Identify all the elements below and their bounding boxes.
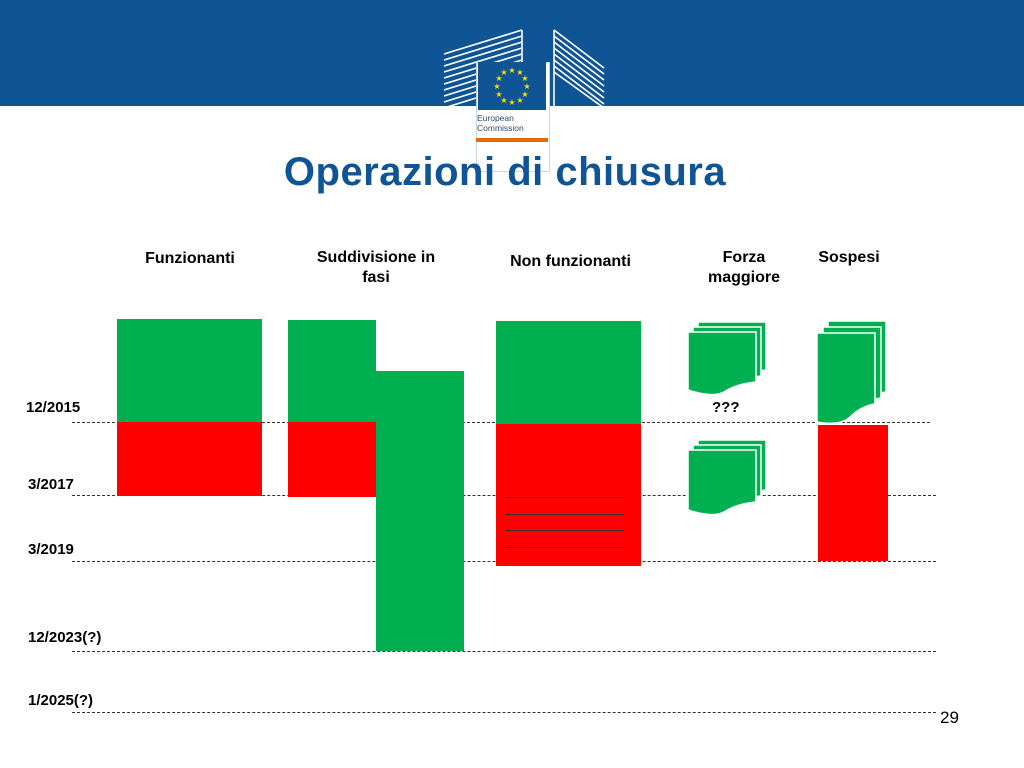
timeline-label: 12/2015: [26, 399, 81, 416]
non-funzionanti-red-block: [496, 424, 641, 566]
column-header-funzionanti: Funzionanti: [120, 249, 260, 269]
non-funzionanti-divider: [505, 514, 624, 515]
timeline-line-12-2023: [72, 651, 936, 652]
forza-maggiore-unknown-marker: ???: [712, 399, 740, 416]
funzionanti-green-block: [117, 319, 262, 422]
suddivisione-phase-2-block: [376, 371, 464, 651]
column-header-text: Forza: [722, 249, 766, 266]
column-header-text: maggiore: [707, 269, 780, 286]
logo-accent-bar: [476, 138, 548, 142]
european-commission-logo: [443, 29, 605, 109]
forza-maggiore-document-stack-bottom: [687, 439, 767, 516]
suddivisione-red-block: [288, 422, 376, 497]
timeline-label: 12/2023(?): [28, 629, 102, 646]
slide-title: Operazioni di chiusura: [283, 150, 727, 194]
column-header-suddivisione: Suddivisione in fasi: [296, 248, 456, 288]
column-header-text: Suddivisione in: [316, 249, 436, 266]
non-funzionanti-divider: [505, 547, 624, 548]
sospesi-red-block: [818, 425, 888, 561]
non-funzionanti-green-block: [496, 321, 641, 424]
funzionanti-red-block: [117, 422, 262, 496]
logo-line-2: Commission: [477, 123, 524, 133]
forza-maggiore-document-stack-top: [687, 321, 767, 396]
timeline-line-1-2025: [72, 712, 936, 713]
svg-text:★: ★: [508, 98, 515, 107]
svg-text:★: ★: [493, 82, 500, 91]
page-number: 29: [940, 708, 959, 727]
column-header-text: Funzionanti: [145, 250, 235, 267]
logo-wordmark: European Commission: [477, 113, 549, 133]
svg-text:★: ★: [516, 68, 523, 77]
sospesi-document-stack: [816, 320, 887, 425]
non-funzionanti-divider: [505, 497, 624, 498]
column-header-sospesi: Sospesi: [804, 248, 894, 268]
svg-text:★: ★: [516, 96, 523, 105]
svg-text:★: ★: [521, 74, 528, 83]
svg-text:★: ★: [508, 66, 515, 75]
eu-flag: ★ ★ ★ ★ ★ ★ ★ ★ ★ ★ ★ ★: [478, 62, 546, 110]
logo-line-1: European: [477, 113, 514, 123]
column-header-text: Non funzionanti: [510, 253, 631, 270]
column-header-forza-maggiore: Forza maggiore: [688, 248, 800, 288]
non-funzionanti-divider: [505, 530, 624, 531]
timeline-label: 3/2019: [28, 541, 74, 558]
column-header-text: Sospesi: [818, 249, 880, 266]
svg-text:★: ★: [495, 90, 502, 99]
column-header-text: fasi: [362, 269, 390, 286]
timeline-label: 1/2025(?): [28, 692, 94, 709]
svg-text:★: ★: [500, 68, 507, 77]
svg-text:★: ★: [523, 82, 530, 91]
svg-text:★: ★: [500, 96, 507, 105]
timeline-label: 3/2017: [28, 476, 74, 493]
svg-text:★: ★: [495, 74, 502, 83]
suddivisione-green-block: [288, 320, 376, 422]
column-header-non-funzionanti: Non funzionanti: [488, 252, 653, 272]
svg-text:★: ★: [521, 90, 528, 99]
